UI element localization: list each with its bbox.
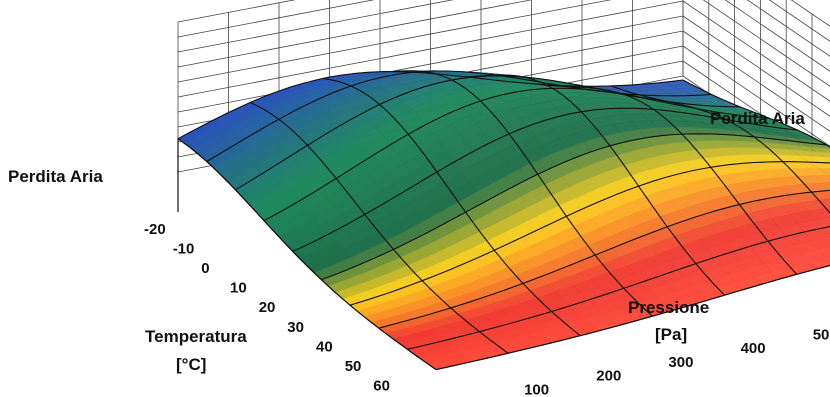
surface-edges: [177, 70, 830, 371]
mesh-line-temperature: [378, 189, 830, 329]
y-tick-label: 400: [741, 340, 766, 357]
mesh-line-pressure: [322, 77, 581, 337]
y-axis-title-line1: Pressione: [628, 298, 709, 317]
mesh-line-pressure: [249, 102, 509, 354]
y-axis-title-line2: [Pa]: [655, 325, 687, 344]
z-axis-label-right: Perdita Aria: [710, 109, 805, 128]
y-tick-label: 0: [452, 395, 460, 397]
mesh-line-temperature: [407, 226, 830, 350]
surface-front-edge: [177, 138, 437, 371]
back-grid-line: [177, 0, 296, 23]
mesh-line-temperature: [292, 107, 798, 252]
mesh-line-temperature: [206, 70, 712, 162]
mesh-line-temperature: [235, 75, 741, 191]
x-axis-ticks: -20-10010203040506070: [144, 221, 390, 394]
mesh-line-pressure: [394, 70, 653, 317]
surface-right-edge: [435, 264, 830, 371]
back-grid-line: [177, 0, 375, 38]
x-tick-label: 40: [316, 338, 333, 355]
x-tick-label: 50: [345, 358, 362, 375]
mesh-line-temperature: [349, 161, 830, 306]
y-axis-ticks: 0100200300400500600700: [452, 326, 830, 397]
x-tick-label: 20: [259, 299, 276, 316]
y-tick-label: 500: [813, 326, 830, 343]
x-tick-label: -20: [144, 221, 166, 238]
x-axis-title-line2: [°C]: [176, 355, 206, 374]
mesh-line-pressure: [610, 85, 830, 214]
x-axis-title-line1: Temperatura: [145, 327, 247, 346]
mesh-line-temperature: [177, 71, 684, 140]
z-axis-label-left: Perdita Aria: [8, 167, 103, 186]
mesh-line-pressure: [466, 74, 725, 296]
mesh-line-temperature: [263, 87, 770, 222]
y-tick-label: 100: [524, 381, 549, 397]
x-tick-label: 30: [287, 319, 304, 336]
y-tick-label: 200: [596, 368, 621, 385]
x-tick-label: 10: [230, 280, 247, 297]
mesh-line-pressure: [538, 83, 798, 275]
mesh-line-pressure: [682, 79, 830, 148]
mesh-line-temperature: [321, 133, 827, 281]
x-tick-label: -10: [173, 241, 195, 258]
x-tick-label: 0: [201, 260, 209, 277]
y-tick-label: 300: [668, 354, 693, 371]
x-tick-label: 60: [373, 377, 390, 394]
